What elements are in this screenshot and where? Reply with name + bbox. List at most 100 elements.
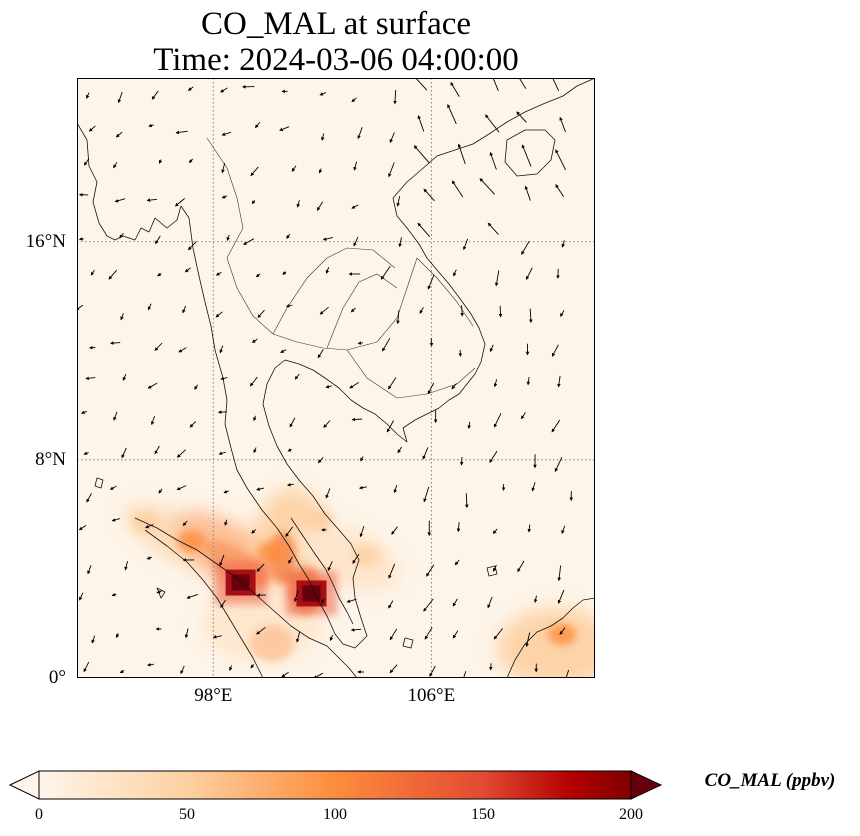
wind-arrow (79, 592, 84, 601)
wind-arrow (388, 162, 395, 178)
wind-arrow (146, 556, 153, 560)
wind-arrow (174, 198, 185, 207)
wind-arrow (561, 240, 565, 248)
wind-arrow (325, 488, 331, 499)
wind-arrow (498, 305, 503, 318)
wind-arrow (389, 628, 398, 641)
wind-arrow (353, 236, 359, 247)
wind-arrow (221, 131, 232, 136)
co-hotspot (177, 530, 206, 553)
latitude-label: 16°N (25, 230, 66, 252)
wind-arrow (521, 412, 526, 420)
wind-arrow (417, 115, 425, 132)
wind-arrow (254, 122, 261, 129)
wind-arrow (85, 376, 96, 381)
wind-arrow (349, 382, 360, 389)
wind-arrow (422, 447, 429, 460)
co-concentration-field (124, 488, 595, 678)
wind-arrow (294, 373, 300, 380)
wind-arrow (87, 565, 92, 575)
map-time-subtitle: Time: 2024-03-06 04:00:00 (153, 42, 519, 78)
wind-arrow (555, 184, 565, 197)
wind-arrow (221, 195, 228, 199)
wind-arrow (551, 344, 559, 357)
wind-arrow (176, 449, 187, 458)
wind-arrow (452, 630, 459, 639)
wind-arrow (219, 345, 224, 354)
wind-arrow (557, 589, 565, 604)
wind-arrow (423, 486, 430, 503)
wind-arrow (521, 144, 532, 167)
wind-arrow (220, 376, 228, 381)
wind-arrow (156, 590, 163, 594)
latitude-label: 8°N (35, 448, 66, 470)
wind-arrow (358, 485, 367, 490)
wind-arrow (429, 665, 436, 677)
wind-arrow (122, 374, 127, 381)
wind-arrow (219, 554, 225, 567)
wind-arrow (357, 341, 363, 345)
map-panel (77, 78, 595, 678)
wind-arrow (447, 104, 457, 125)
wind-arrow (351, 204, 359, 209)
wind-arrow (220, 87, 228, 93)
colorbar-label: CO_MAL (ppbv) (704, 770, 836, 791)
wind-arrow (256, 563, 265, 572)
wind-arrow (555, 149, 567, 171)
wind-arrow (524, 185, 531, 201)
wind-arrow (427, 382, 435, 395)
wind-arrow (454, 559, 460, 566)
wind-arrow (317, 349, 324, 359)
wind-arrow (111, 518, 121, 522)
wind-arrow (83, 661, 90, 673)
wind-arrow (194, 384, 198, 390)
wind-arrow (489, 151, 497, 170)
wind-arrow (457, 143, 466, 165)
wind-arrow (289, 417, 296, 428)
wind-arrow (317, 457, 324, 464)
wind-arrow (316, 201, 323, 211)
wind-arrow (186, 593, 198, 599)
wind-arrow (527, 524, 532, 533)
wind-arrow (350, 628, 362, 632)
wind-arrow (124, 561, 129, 571)
wind-arrow (184, 267, 191, 273)
wind-arrow (493, 564, 497, 572)
wind-arrow (389, 664, 398, 674)
wind-arrow (516, 111, 527, 123)
wind-arrow (215, 311, 223, 318)
wind-arrow (83, 158, 90, 166)
wind-arrow (285, 526, 294, 537)
colorbar-extend-max (630, 770, 663, 800)
wind-arrow (417, 222, 431, 238)
wind-arrow (182, 305, 187, 314)
wind-arrow (493, 379, 498, 388)
wind-arrow (551, 419, 561, 433)
wind-arrow (487, 222, 499, 235)
longitude-label: 106°E (407, 685, 456, 706)
colorbar-gradient (38, 770, 632, 800)
wind-arrow (111, 592, 117, 597)
wind-arrow (321, 133, 325, 141)
wind-arrow (525, 632, 531, 648)
wind-arrow (318, 168, 323, 174)
wind-arrow (564, 669, 570, 678)
map-gridlines (77, 78, 595, 678)
wind-arrow (295, 631, 301, 643)
wind-arrow (286, 233, 291, 239)
wind-arrow (423, 188, 435, 202)
wind-arrow (145, 524, 154, 529)
wind-arrow (251, 200, 256, 205)
wind-arrow (423, 598, 434, 612)
wind-arrow (287, 448, 292, 452)
wind-arrow (154, 342, 163, 351)
wind-arrow (180, 665, 185, 675)
wind-arrow (396, 196, 401, 207)
wind-arrow (88, 125, 96, 132)
wind-arrow (413, 145, 430, 164)
wind-arrow (146, 662, 154, 667)
wind-arrow (151, 90, 159, 100)
wind-arrow (282, 271, 287, 275)
wind-arrow (251, 338, 258, 343)
co-hotspot (256, 541, 285, 564)
